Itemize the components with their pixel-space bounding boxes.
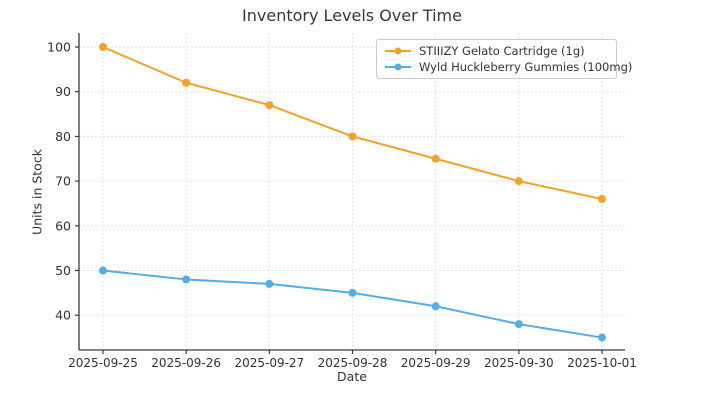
series-1-point-6 xyxy=(598,333,606,342)
series-0-point-2 xyxy=(265,101,274,110)
series-0-point-3 xyxy=(348,132,357,141)
x-tick-label: 2025-09-28 xyxy=(318,356,388,370)
x-tick-label: 2025-09-29 xyxy=(401,356,471,370)
series-1-point-4 xyxy=(431,302,440,311)
x-tick-label: 2025-10-01 xyxy=(567,356,637,370)
x-axis-title: Date xyxy=(337,369,367,384)
series-line-1 xyxy=(102,269,603,339)
y-tick-label: 100 xyxy=(47,40,71,55)
x-tick-label: 2025-09-25 xyxy=(68,356,138,370)
chart-title: Inventory Levels Over Time xyxy=(242,6,462,25)
legend-marker-wyld-icon xyxy=(385,63,411,71)
y-tick-label: 70 xyxy=(55,174,71,189)
series-1-point-0 xyxy=(99,266,107,275)
legend-item-stiiizy: STIIIZY Gelato Cartridge (1g) xyxy=(384,43,610,59)
legend-label-stiiizy: STIIIZY Gelato Cartridge (1g) xyxy=(419,44,585,58)
chart-legend: STIIIZY Gelato Cartridge (1g) Wyld Huckl… xyxy=(376,39,632,79)
legend-label-wyld: Wyld Huckleberry Gummies (100mg) xyxy=(419,60,633,74)
x-tick-label: 2025-09-30 xyxy=(484,356,554,370)
y-tick-label: 40 xyxy=(55,308,71,323)
series-0-point-6 xyxy=(598,194,606,203)
series-1-point-5 xyxy=(514,320,523,329)
series-0-point-0 xyxy=(99,43,107,51)
legend-item-wyld: Wyld Huckleberry Gummies (100mg) xyxy=(384,59,632,75)
x-tick-label: 2025-09-26 xyxy=(151,356,221,370)
series-1-point-3 xyxy=(348,288,357,297)
y-tick-label: 80 xyxy=(55,129,71,144)
series-1-point-1 xyxy=(182,275,191,284)
series-0-point-1 xyxy=(182,78,191,87)
series-0-point-5 xyxy=(514,177,523,186)
y-tick-label: 60 xyxy=(55,218,71,233)
y-tick-label: 90 xyxy=(55,84,71,99)
x-tick-label: 2025-09-27 xyxy=(234,356,304,370)
y-tick-label: 50 xyxy=(55,263,71,278)
y-axis-title: Units in Stock xyxy=(29,149,45,235)
legend-marker-stiiizy-icon xyxy=(385,47,411,55)
series-1-point-2 xyxy=(265,279,274,288)
series-0-point-4 xyxy=(431,154,440,163)
